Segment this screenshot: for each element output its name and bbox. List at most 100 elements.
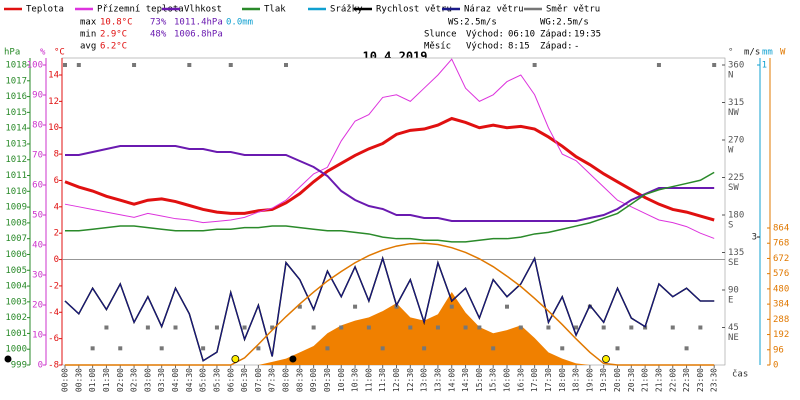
x-tick-label: 17:00 — [530, 368, 539, 392]
direction-point — [656, 63, 661, 67]
direction-point — [422, 346, 427, 351]
y-tick-label: 1011 — [5, 171, 27, 181]
series-line — [64, 256, 715, 362]
x-tick-label: 02:00 — [116, 368, 125, 392]
direction-point — [463, 325, 468, 330]
x-tick-label: 22:00 — [668, 368, 677, 392]
direction-point — [449, 304, 454, 309]
y-tick-label: 4 — [54, 202, 59, 212]
moon-marker — [4, 355, 12, 363]
x-tick-label: 07:00 — [254, 368, 263, 392]
x-tick-label: 17:30 — [544, 368, 553, 392]
x-tick-label: 11:30 — [378, 368, 387, 392]
y-tick-label: 96 — [773, 345, 784, 355]
y-tick-label: 45 — [728, 323, 739, 333]
x-tick-label: 08:00 — [282, 368, 291, 392]
direction-point — [518, 325, 523, 330]
x-tick-label: 09:30 — [323, 368, 332, 392]
axis-header: hPa — [4, 48, 20, 58]
y-tick-label: 1004 — [5, 282, 27, 292]
direction-point — [684, 346, 689, 351]
series-area — [65, 292, 715, 365]
wind-gust-info: WG:2.5m/s — [540, 18, 589, 28]
direction-point — [712, 63, 717, 67]
y-tick-label: 1017 — [5, 76, 27, 86]
wind-speed-info: WS:2.5m/s — [448, 18, 497, 28]
y-tick-label: 315 — [728, 98, 744, 108]
direction-point — [366, 325, 371, 330]
y-tick-label: 1000 — [5, 345, 27, 355]
x-axis-label: čas — [732, 369, 748, 380]
direction-point — [63, 63, 67, 67]
y-tick-label: -4 — [48, 308, 59, 318]
direction-point — [601, 325, 606, 330]
y-tick-label: 1016 — [5, 92, 27, 102]
direction-point — [353, 304, 358, 309]
x-tick-label: 10:00 — [337, 368, 346, 392]
x-tick-label: 03:30 — [157, 368, 166, 392]
y-tick-label: 50 — [32, 211, 43, 221]
direction-point — [670, 325, 675, 330]
y-tick-label: 192 — [773, 330, 789, 340]
direction-point — [201, 346, 206, 351]
y-tick-name: NW — [728, 108, 739, 118]
y-tick-label: 1010 — [5, 187, 27, 197]
axis-header: m/s — [744, 48, 760, 58]
x-tick-label: 05:00 — [199, 368, 208, 392]
x-tick-label: 03:00 — [143, 368, 152, 392]
series-line — [65, 145, 715, 222]
axis-header: ° — [728, 48, 733, 58]
stat-rain: 0.0mm — [226, 18, 253, 28]
axis-header: °C — [54, 48, 65, 58]
y-tick-name: NE — [728, 333, 739, 343]
y-tick-label: 20 — [32, 301, 43, 311]
y-tick-name: SW — [728, 183, 739, 193]
x-tick-label: 16:30 — [516, 368, 525, 392]
y-tick-label: 1005 — [5, 266, 27, 276]
y-tick-label: 70 — [32, 151, 43, 161]
x-tick-label: 04:30 — [185, 368, 194, 392]
stat-label: avg — [80, 42, 96, 52]
moon-label: Měsíc — [424, 42, 451, 52]
moon-rise-label: Východ: — [466, 42, 504, 52]
y-tick-label: 1001 — [5, 329, 27, 339]
sunset-marker — [602, 355, 610, 363]
direction-point — [408, 325, 413, 330]
y-tick-label: 1018 — [5, 61, 27, 71]
y-tick-label: 999 — [11, 361, 27, 371]
x-tick-label: 20:30 — [627, 368, 636, 392]
direction-point — [505, 304, 509, 309]
direction-point — [270, 325, 275, 330]
y-tick-label: 1002 — [5, 313, 27, 323]
sun-rise: 06:10 — [508, 30, 535, 40]
direction-point — [477, 325, 482, 330]
y-tick-label: 225 — [728, 173, 744, 183]
y-tick-label: 0 — [773, 361, 778, 371]
direction-point — [546, 325, 551, 330]
y-tick-label: 1014 — [5, 124, 27, 134]
direction-point — [297, 304, 302, 309]
direction-point — [435, 325, 440, 330]
x-tick-label: 11:00 — [364, 368, 373, 392]
y-tick-label: 1013 — [5, 139, 27, 149]
stat-temp: 6.2°C — [100, 42, 127, 52]
y-tick-label: 0 — [54, 255, 59, 265]
direction-point — [118, 346, 123, 351]
x-tick-label: 08:30 — [295, 368, 304, 392]
y-tick-label: 180 — [728, 211, 744, 221]
y-tick-label: 360 — [728, 61, 744, 71]
legend-label: Náraz větru — [464, 5, 524, 15]
series-line — [64, 58, 715, 239]
series-line — [65, 171, 715, 243]
x-tick-label: 13:00 — [420, 368, 429, 392]
y-tick-label: 80 — [32, 121, 43, 131]
y-tick-label: 90 — [728, 286, 739, 296]
direction-point — [380, 346, 385, 351]
direction-point — [104, 325, 109, 330]
direction-point — [242, 325, 247, 330]
x-tick-label: 02:30 — [130, 368, 139, 392]
legend-label: Vlhkost — [184, 5, 222, 15]
y-tick-label: 0 — [38, 361, 43, 371]
legend-label: Přízemní teplota — [97, 5, 184, 15]
y-tick-label: 672 — [773, 254, 789, 264]
